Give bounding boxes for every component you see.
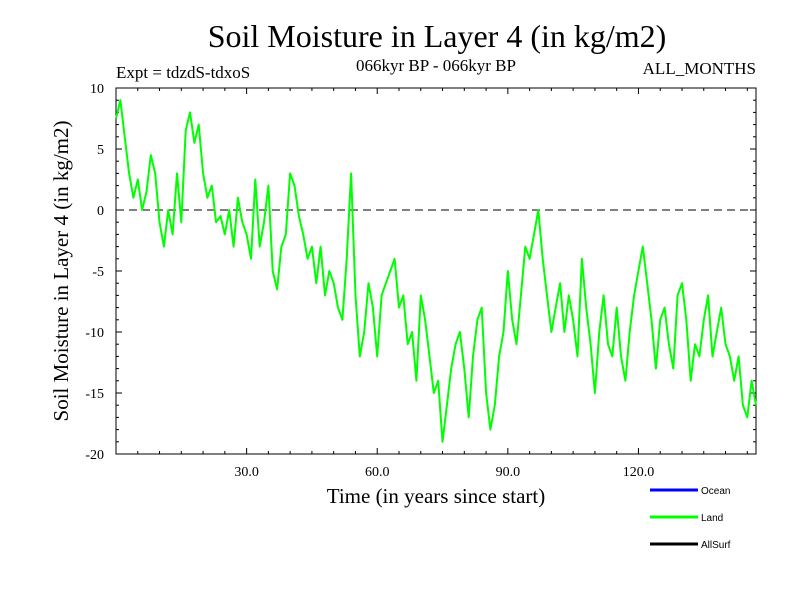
legend-label-land: Land <box>701 513 723 524</box>
series-line-land <box>116 100 756 442</box>
y-tick-label: 5 <box>97 143 104 158</box>
plot-area <box>116 88 756 454</box>
y-tick-label: 0 <box>97 204 104 219</box>
y-tick-label: -20 <box>85 448 104 463</box>
legend: Ocean Land AllSurf <box>650 486 731 551</box>
legend-label-ocean: Ocean <box>701 486 730 497</box>
y-tick-label: -10 <box>85 326 104 341</box>
y-tick-label: -5 <box>92 265 104 280</box>
legend-label-allsurf: AllSurf <box>701 540 731 551</box>
experiment-label: Expt = tdzdS-tdxoS <box>116 63 250 82</box>
x-tick-label: 60.0 <box>365 465 390 480</box>
months-label: ALL_MONTHS <box>643 59 756 78</box>
x-axis: 30.0 60.0 90.0 120.0 <box>138 88 748 480</box>
series-group <box>116 100 756 442</box>
x-tick-label: 90.0 <box>496 465 521 480</box>
chart-title: Soil Moisture in Layer 4 (in kg/m2) <box>208 18 667 54</box>
x-axis-label: Time (in years since start) <box>327 484 546 508</box>
y-tick-label: 10 <box>90 82 104 97</box>
time-range-label: 066kyr BP - 066kyr BP <box>356 56 516 75</box>
chart: Soil Moisture in Layer 4 (in kg/m2) Expt… <box>0 0 800 600</box>
x-tick-label: 30.0 <box>234 465 259 480</box>
y-tick-label: -15 <box>85 387 104 402</box>
x-tick-label: 120.0 <box>623 465 655 480</box>
y-axis-label: Soil Moisture in Layer 4 (in kg/m2) <box>49 121 73 422</box>
